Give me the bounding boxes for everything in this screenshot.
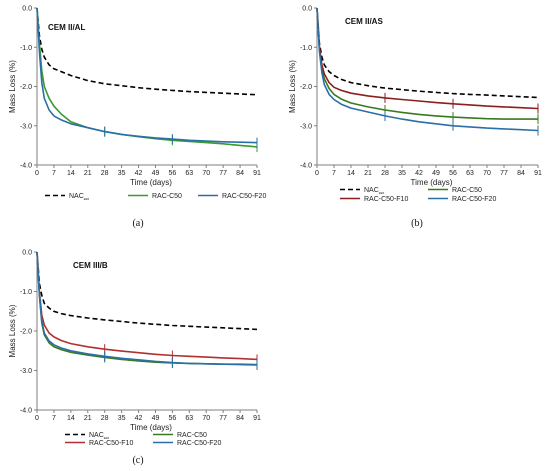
panel-title: CEM III/B bbox=[73, 261, 108, 270]
x-tick-label: 70 bbox=[202, 415, 210, 422]
x-tick-label: 70 bbox=[202, 170, 210, 177]
x-tick-label: 35 bbox=[118, 415, 126, 422]
series-line-1 bbox=[36, 7, 258, 96]
legend-label-3: RAC-C50-F10 bbox=[89, 440, 133, 447]
y-tick-label: -1.0 bbox=[20, 289, 32, 296]
legend-label-1: NACₑₑₓ bbox=[89, 432, 109, 441]
x-tick-label: 42 bbox=[415, 170, 423, 177]
legend-label-3: RAC-C50-F20 bbox=[222, 193, 266, 200]
y-tick-label: 0.0 bbox=[22, 6, 32, 13]
y-axis-title: Mass Loss (%) bbox=[288, 60, 297, 113]
legend-label-2: RAC-C50 bbox=[152, 193, 182, 200]
y-tick-label: -1.0 bbox=[300, 45, 312, 52]
x-tick-label: 91 bbox=[534, 170, 542, 177]
x-tick-label: 7 bbox=[52, 170, 56, 177]
x-tick-label: 21 bbox=[364, 170, 372, 177]
x-tick-label: 35 bbox=[118, 170, 126, 177]
x-tick-label: 28 bbox=[101, 415, 109, 422]
x-axis-title: Time (days) bbox=[411, 178, 453, 187]
chart-panel-3: 0.0 -1.0 -2.0 -3.0 -4.00 7 14 21 28 35 42 49 56 63 70 7… bbox=[8, 250, 261, 467]
x-tick-label: 77 bbox=[219, 415, 227, 422]
legend-label-4: RAC-C50-F20 bbox=[452, 196, 496, 203]
panel-caption: (a) bbox=[132, 218, 143, 229]
x-tick-label: 91 bbox=[253, 170, 261, 177]
x-tick-label: 56 bbox=[449, 170, 457, 177]
series-line-1 bbox=[316, 7, 539, 99]
legend-label-1: NACₑₑₓ bbox=[69, 193, 89, 202]
y-axis-title: Mass Loss (%) bbox=[8, 60, 17, 113]
x-tick-label: 84 bbox=[236, 415, 244, 422]
x-tick-label: 28 bbox=[381, 170, 389, 177]
x-tick-label: 14 bbox=[67, 415, 75, 422]
x-tick-label: 49 bbox=[432, 170, 440, 177]
y-tick-label: -4.0 bbox=[20, 408, 32, 415]
panel-caption: (b) bbox=[411, 218, 423, 229]
x-tick-label: 56 bbox=[168, 415, 176, 422]
x-tick-label: 0 bbox=[35, 170, 39, 177]
y-tick-label: 0.0 bbox=[22, 250, 32, 257]
x-tick-label: 35 bbox=[398, 170, 406, 177]
x-tick-label: 7 bbox=[52, 415, 56, 422]
x-tick-label: 63 bbox=[185, 170, 193, 177]
chart-panel-1: 0.0 -1.0 -2.0 -3.0 -4.00 7 14 21 28 35 42 49 56 63 70 7… bbox=[8, 6, 266, 230]
x-tick-label: 0 bbox=[35, 415, 39, 422]
y-tick-label: -2.0 bbox=[20, 84, 32, 91]
x-tick-label: 21 bbox=[84, 170, 92, 177]
x-tick-label: 84 bbox=[236, 170, 244, 177]
x-tick-label: 28 bbox=[101, 170, 109, 177]
x-tick-label: 63 bbox=[466, 170, 474, 177]
x-tick-label: 14 bbox=[347, 170, 355, 177]
x-tick-label: 70 bbox=[483, 170, 491, 177]
panel-caption: (c) bbox=[132, 455, 143, 466]
series-line-4 bbox=[316, 7, 539, 132]
x-tick-label: 49 bbox=[152, 170, 160, 177]
x-tick-label: 7 bbox=[332, 170, 336, 177]
series-line-2 bbox=[36, 251, 258, 366]
x-tick-label: 42 bbox=[135, 170, 143, 177]
x-tick-label: 91 bbox=[253, 415, 261, 422]
x-tick-label: 0 bbox=[315, 170, 319, 177]
y-tick-label: -2.0 bbox=[300, 84, 312, 91]
legend-label-1: NACₑₑₓ bbox=[364, 187, 384, 196]
panel-title: CEM II/AL bbox=[48, 23, 85, 32]
series-line-1 bbox=[36, 251, 258, 331]
y-tick-label: -4.0 bbox=[300, 163, 312, 170]
panel-title: CEM II/AS bbox=[345, 17, 383, 26]
y-axis-title: Mass Loss (%) bbox=[8, 304, 17, 357]
x-tick-label: 21 bbox=[84, 415, 92, 422]
y-tick-label: -3.0 bbox=[300, 123, 312, 130]
x-axis-title: Time (days) bbox=[130, 423, 172, 432]
y-tick-label: -3.0 bbox=[20, 123, 32, 130]
x-axis-title: Time (days) bbox=[130, 178, 172, 187]
y-tick-label: -2.0 bbox=[20, 329, 32, 336]
y-tick-label: 0.0 bbox=[302, 6, 312, 13]
legend-label-3: RAC-C50-F10 bbox=[364, 196, 408, 203]
x-tick-label: 77 bbox=[219, 170, 227, 177]
x-tick-label: 42 bbox=[135, 415, 143, 422]
x-tick-label: 77 bbox=[500, 170, 508, 177]
legend-label-2: RAC-C50 bbox=[452, 187, 482, 194]
x-tick-label: 63 bbox=[185, 415, 193, 422]
x-tick-label: 14 bbox=[67, 170, 75, 177]
series-line-3 bbox=[36, 251, 258, 361]
y-tick-label: -1.0 bbox=[20, 45, 32, 52]
x-tick-label: 49 bbox=[152, 415, 160, 422]
y-tick-label: -3.0 bbox=[20, 368, 32, 375]
x-tick-label: 56 bbox=[168, 170, 176, 177]
x-tick-label: 84 bbox=[517, 170, 525, 177]
y-tick-label: -4.0 bbox=[20, 163, 32, 170]
legend-label-2: RAC-C50 bbox=[177, 432, 207, 439]
series-line-4 bbox=[36, 251, 258, 366]
chart-panel-2: 0.0 -1.0 -2.0 -3.0 -4.00 7 14 21 28 35 42 49 56 63 70 7… bbox=[288, 6, 542, 230]
legend-label-4: RAC-C50-F20 bbox=[177, 440, 221, 447]
